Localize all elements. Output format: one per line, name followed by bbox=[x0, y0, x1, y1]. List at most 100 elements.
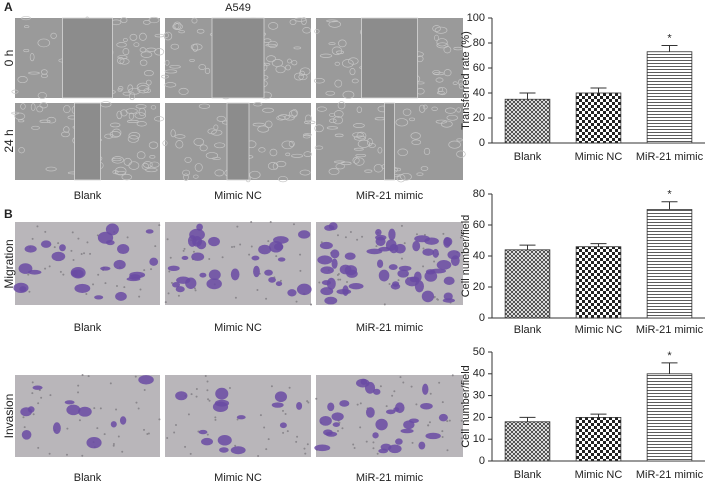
pore bbox=[275, 255, 278, 258]
y-axis-label: Transferred rate (%) bbox=[460, 31, 472, 130]
pore bbox=[77, 391, 80, 394]
pore bbox=[250, 245, 253, 248]
y-tick-label: 80 bbox=[473, 37, 485, 49]
stained-cell bbox=[331, 412, 344, 421]
stained-cell bbox=[32, 385, 43, 390]
cell-texture bbox=[432, 25, 441, 32]
cell-texture bbox=[351, 78, 359, 84]
significance: * bbox=[667, 32, 672, 44]
pore bbox=[65, 453, 68, 456]
cell-texture bbox=[433, 72, 445, 76]
stained-cell bbox=[443, 276, 455, 286]
cell-texture bbox=[409, 117, 416, 122]
pore bbox=[85, 292, 88, 295]
pore bbox=[83, 252, 86, 255]
cell-texture bbox=[134, 112, 147, 119]
pore bbox=[296, 435, 299, 438]
pore bbox=[376, 452, 379, 455]
cell-texture bbox=[110, 122, 121, 128]
cell-texture bbox=[154, 48, 165, 56]
cell-texture bbox=[170, 129, 176, 138]
stained-cell bbox=[94, 295, 104, 300]
pore bbox=[166, 437, 169, 440]
cell-texture bbox=[444, 107, 456, 114]
stained-cell bbox=[175, 391, 188, 401]
pore bbox=[230, 246, 233, 249]
stained-cell bbox=[287, 289, 297, 297]
pore bbox=[459, 236, 462, 239]
stained-cell bbox=[314, 444, 331, 452]
cell-texture bbox=[420, 166, 429, 171]
stained-cell bbox=[378, 269, 390, 282]
cell-texture bbox=[126, 119, 139, 123]
stained-cell bbox=[344, 265, 358, 276]
cell-texture bbox=[397, 148, 408, 157]
pore bbox=[295, 440, 298, 443]
pore bbox=[194, 289, 197, 292]
stained-cell bbox=[395, 438, 403, 445]
stained-cell bbox=[331, 258, 338, 269]
stained-cell bbox=[251, 255, 260, 261]
pore bbox=[353, 446, 356, 449]
stained-cell bbox=[27, 269, 42, 275]
cell-texture bbox=[314, 124, 324, 133]
cell-texture bbox=[334, 133, 344, 138]
pore bbox=[137, 407, 140, 410]
cell-texture bbox=[287, 58, 292, 64]
cell-texture bbox=[61, 131, 70, 138]
stained-cell bbox=[119, 416, 127, 425]
stained-cell bbox=[378, 448, 389, 454]
stained-cell bbox=[430, 268, 447, 274]
cell-texture bbox=[340, 161, 352, 166]
cell-texture bbox=[175, 140, 184, 149]
pore bbox=[288, 386, 291, 389]
pore bbox=[393, 390, 396, 393]
pore bbox=[336, 429, 339, 432]
cell-texture bbox=[112, 157, 122, 162]
pore bbox=[441, 401, 444, 404]
error-bar bbox=[519, 416, 536, 422]
column-label: Mimic NC bbox=[214, 322, 262, 334]
stained-cell bbox=[317, 255, 333, 265]
cell-texture bbox=[298, 73, 308, 81]
pore bbox=[284, 412, 287, 415]
cell-texture bbox=[253, 102, 263, 107]
cell-texture bbox=[149, 161, 160, 168]
cell-texture bbox=[326, 19, 338, 23]
pore bbox=[250, 221, 253, 224]
column-label: Mimic NC bbox=[214, 190, 262, 202]
pore bbox=[177, 294, 180, 297]
pore bbox=[135, 401, 138, 404]
pore bbox=[304, 452, 307, 455]
pore bbox=[89, 252, 92, 255]
pore bbox=[388, 282, 391, 285]
stained-cell bbox=[400, 428, 414, 434]
bar bbox=[575, 416, 622, 462]
pore bbox=[306, 400, 309, 403]
pore bbox=[81, 374, 84, 377]
stained-cell bbox=[320, 266, 334, 275]
stained-cell bbox=[279, 422, 287, 429]
stained-cell bbox=[230, 446, 246, 455]
stained-cell bbox=[388, 264, 398, 270]
cell-texture bbox=[314, 29, 320, 34]
x-tick-label: Blank bbox=[514, 324, 542, 336]
pore bbox=[158, 418, 161, 421]
cell-texture bbox=[174, 134, 186, 139]
cell-texture bbox=[268, 22, 279, 30]
pore bbox=[411, 441, 414, 444]
cell-texture bbox=[23, 25, 30, 29]
stained-cell bbox=[373, 388, 381, 395]
cell-texture bbox=[45, 166, 57, 172]
pore bbox=[303, 447, 306, 450]
cell-texture bbox=[400, 172, 412, 181]
cell-texture bbox=[338, 39, 347, 48]
cell-texture bbox=[164, 82, 177, 88]
pore bbox=[104, 282, 107, 285]
pore bbox=[402, 381, 405, 384]
pore bbox=[208, 399, 211, 402]
pore bbox=[400, 257, 403, 260]
cell-texture bbox=[139, 32, 147, 41]
cell-texture bbox=[142, 161, 153, 169]
